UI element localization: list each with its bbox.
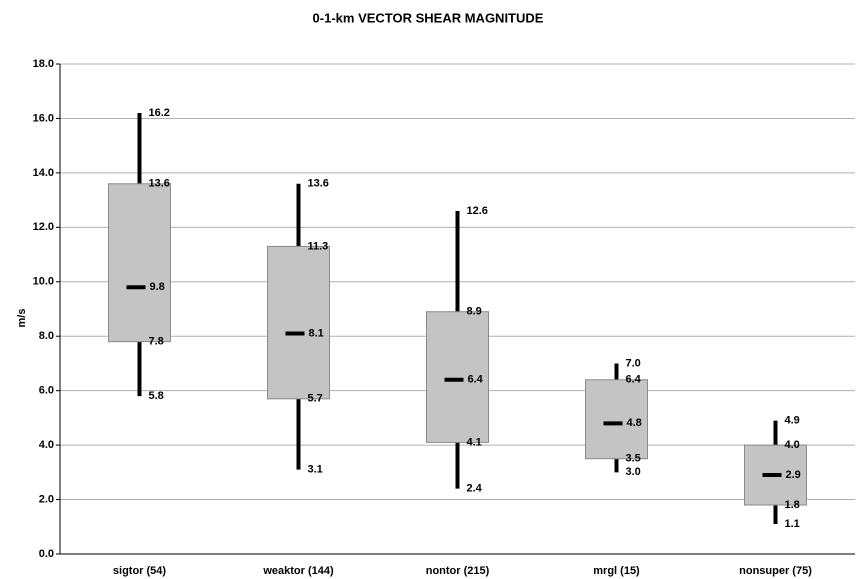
y-tick-label: 6.0 xyxy=(39,385,54,397)
value-label: 13.6 xyxy=(308,178,329,190)
x-tick-label: weaktor (144) xyxy=(262,565,334,577)
box xyxy=(108,183,171,343)
value-label: 2.9 xyxy=(786,469,801,481)
x-tick-label: nontor (215) xyxy=(426,565,490,577)
value-label: 8.1 xyxy=(309,327,324,339)
value-label: 4.8 xyxy=(627,417,642,429)
value-label: 6.4 xyxy=(468,374,484,386)
value-label: 1.8 xyxy=(785,499,800,511)
value-label: 4.0 xyxy=(785,439,800,451)
y-tick-label: 8.0 xyxy=(39,330,54,342)
value-label: 1.1 xyxy=(785,518,800,530)
box xyxy=(426,311,489,443)
y-tick-label: 14.0 xyxy=(33,167,54,179)
value-label: 12.6 xyxy=(467,205,488,217)
value-label: 13.6 xyxy=(149,178,170,190)
y-tick-label: 2.0 xyxy=(39,493,54,505)
y-tick-label: 4.0 xyxy=(39,439,54,451)
value-label: 7.8 xyxy=(149,336,164,348)
box xyxy=(267,245,330,400)
y-tick-label: 16.0 xyxy=(33,112,54,124)
x-tick-label: mrgl (15) xyxy=(593,565,640,577)
y-tick-label: 10.0 xyxy=(33,276,54,288)
box xyxy=(585,379,648,460)
value-label: 3.0 xyxy=(626,466,641,478)
value-label: 2.4 xyxy=(467,483,483,495)
value-label: 6.4 xyxy=(626,374,642,386)
value-label: 3.5 xyxy=(626,453,641,465)
value-label: 4.1 xyxy=(467,436,482,448)
x-tick-label: nonsuper (75) xyxy=(739,565,812,577)
y-tick-label: 18.0 xyxy=(33,58,54,70)
x-tick-label: sigtor (54) xyxy=(113,565,167,577)
y-tick-label: 12.0 xyxy=(33,221,54,233)
value-label: 7.0 xyxy=(626,357,641,369)
value-label: 8.9 xyxy=(467,306,482,318)
y-tick-label: 0.0 xyxy=(39,548,54,560)
value-label: 5.7 xyxy=(308,393,323,405)
value-label: 11.3 xyxy=(308,240,329,252)
value-label: 5.8 xyxy=(149,390,164,402)
y-axis-label: m/s xyxy=(16,309,28,328)
value-label: 3.1 xyxy=(308,464,323,476)
value-label: 9.8 xyxy=(150,281,165,293)
chart-title: 0-1-km VECTOR SHEAR MAGNITUDE xyxy=(313,10,544,25)
value-label: 16.2 xyxy=(149,107,170,119)
value-label: 4.9 xyxy=(785,415,800,427)
